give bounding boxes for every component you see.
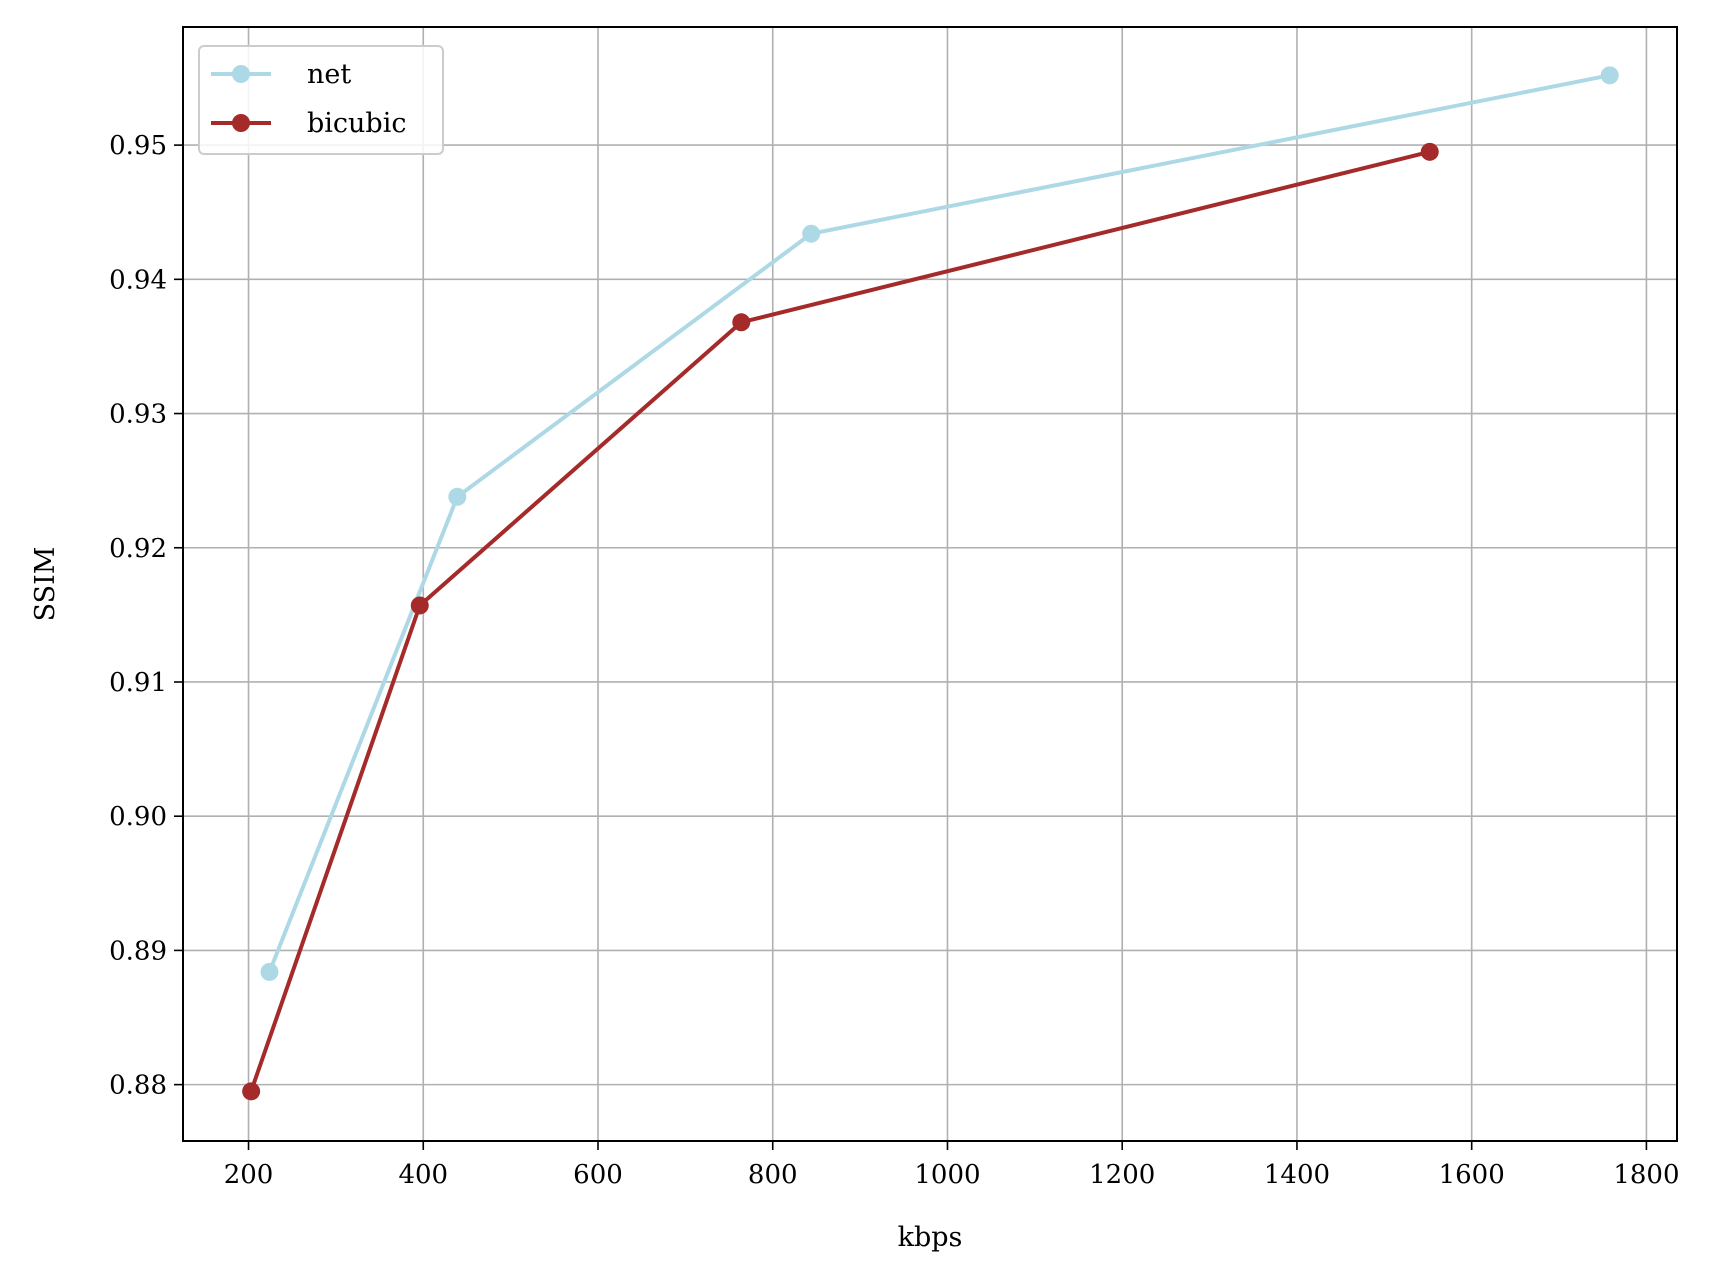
legend-item-net: net: [211, 59, 351, 90]
legend-swatch-marker: [232, 65, 250, 83]
x-tick-label: 1000: [914, 1160, 980, 1190]
series-layer: [242, 66, 1619, 1101]
data-point: [1420, 142, 1439, 161]
data-point: [802, 224, 821, 243]
data-point: [732, 313, 751, 332]
x-tick-label: 800: [748, 1160, 798, 1190]
x-tick-label: 200: [224, 1160, 274, 1190]
x-tick-label: 1600: [1439, 1160, 1505, 1190]
legend-label: net: [307, 59, 351, 90]
series-line-net: [267, 73, 1611, 973]
y-tick-label: 0.91: [109, 668, 167, 698]
legend-label: bicubic: [307, 108, 406, 139]
data-point: [260, 962, 279, 981]
series-bicubic: [242, 142, 1439, 1101]
y-axis: 0.88 0.89 0.90 0.91 0.92 0.93 0.94 0.95: [109, 131, 183, 1101]
legend-item-bicubic: bicubic: [211, 108, 406, 139]
legend: net bicubic: [198, 45, 444, 155]
y-tick-label: 0.95: [109, 131, 167, 161]
grid: [183, 27, 1677, 1141]
series-line-bicubic: [249, 149, 1431, 1092]
x-axis: 200 400 600 800 1000 1200 1400 1600 1800: [224, 1141, 1680, 1190]
x-tick-label: 600: [573, 1160, 623, 1190]
data-point: [448, 487, 467, 506]
data-point: [242, 1082, 261, 1101]
x-tick-label: 400: [398, 1160, 448, 1190]
y-tick-label: 0.90: [109, 802, 167, 832]
x-tick-label: 1400: [1264, 1160, 1330, 1190]
y-tick-label: 0.89: [109, 936, 167, 966]
x-tick-label: 1200: [1089, 1160, 1155, 1190]
data-point: [1600, 66, 1619, 85]
series-net: [260, 66, 1619, 981]
legend-swatch-marker: [232, 114, 250, 132]
plot-frame: [182, 26, 1678, 1142]
data-point: [410, 596, 429, 615]
y-tick-label: 0.94: [109, 265, 167, 295]
y-tick-label: 0.93: [109, 400, 167, 430]
y-tick-label: 0.88: [109, 1071, 167, 1101]
y-axis-label: SSIM: [30, 547, 61, 622]
y-tick-label: 0.92: [109, 534, 167, 564]
x-axis-label: kbps: [898, 1222, 963, 1253]
x-tick-label: 1800: [1613, 1160, 1679, 1190]
